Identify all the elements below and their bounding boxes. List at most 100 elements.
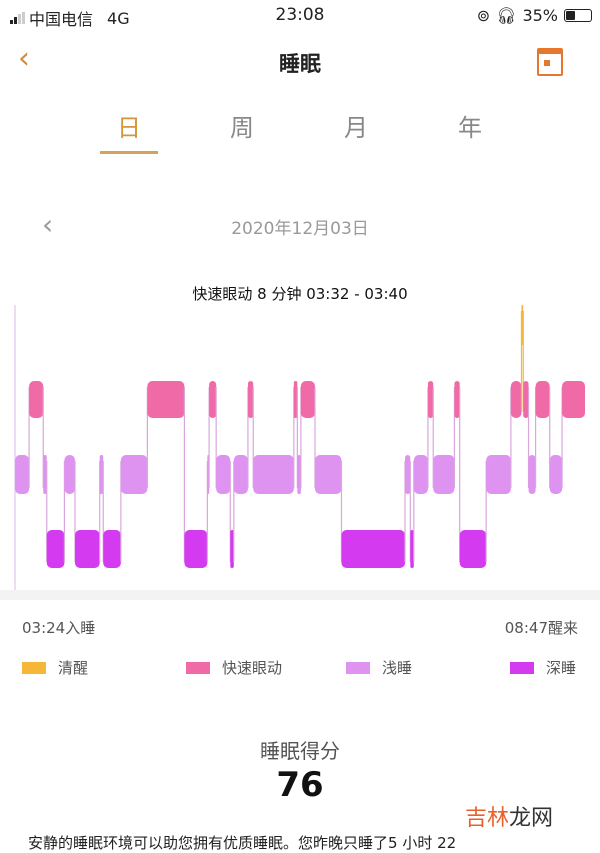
stage-transition (28, 387, 30, 488)
stage-transition (527, 387, 530, 488)
stage-transition (561, 387, 563, 488)
legend-swatch (510, 661, 534, 674)
legend-swatch (346, 661, 370, 674)
segment-light[interactable] (43, 455, 47, 494)
stage-transition (459, 387, 461, 562)
stage-transition (74, 461, 76, 562)
segment-deep[interactable] (184, 530, 208, 568)
segment-rem[interactable] (293, 381, 298, 418)
segment-light[interactable] (315, 455, 342, 494)
watermark-part1: 吉林 (465, 806, 510, 831)
stage-transition (102, 461, 104, 562)
back-button[interactable]: ‹ (18, 41, 30, 76)
segment-rem[interactable] (454, 381, 460, 418)
segment-deep[interactable] (103, 530, 121, 568)
segment-deep[interactable] (341, 530, 405, 568)
watermark: 吉林龙网 (465, 800, 553, 832)
calendar-icon[interactable] (537, 48, 563, 76)
sleep-description: 安静的睡眠环境可以助您拥有优质睡眠。您昨晚只睡了5 小时 22 (28, 834, 457, 852)
date-label: 2020年12月03日 (231, 219, 369, 239)
score-title: 睡眠得分 (260, 739, 340, 763)
stage-transition (549, 387, 551, 488)
tab-month[interactable]: 月 (344, 114, 368, 142)
stage-transition (215, 387, 217, 488)
stage-transition (300, 387, 302, 488)
sleep-stage-chart (0, 305, 600, 600)
segment-light[interactable] (297, 455, 301, 494)
selection-marker (14, 305, 16, 595)
segment-rem[interactable] (510, 381, 522, 418)
segment-rem[interactable] (209, 381, 217, 418)
stage-transition (206, 461, 208, 562)
segment-rem[interactable] (535, 381, 550, 418)
segment-light[interactable] (120, 455, 148, 494)
stage-transition (293, 387, 295, 488)
carrier-info: 中国电信 4G (10, 6, 130, 30)
sleep-chart[interactable] (0, 265, 600, 600)
stage-transition (229, 461, 231, 562)
segment-deep[interactable] (46, 530, 65, 568)
battery-percent: 35% (522, 6, 558, 25)
legend-awake: 清醒 (22, 657, 88, 678)
segment-light[interactable] (549, 455, 563, 494)
segment-light[interactable] (405, 455, 411, 494)
legend-light: 浅睡 (346, 657, 412, 678)
stage-transition (427, 387, 429, 488)
stage-transition (340, 461, 343, 562)
segment-rem[interactable] (427, 381, 434, 418)
segment-light[interactable] (216, 455, 231, 494)
segment-deep[interactable] (230, 530, 234, 568)
segment-rem[interactable] (562, 381, 585, 418)
stage-transition (46, 461, 48, 562)
tab-year[interactable]: 年 (458, 114, 482, 142)
signal-icon (10, 12, 25, 24)
legend-swatch (22, 661, 46, 674)
legend-label: 快速眼动 (222, 659, 283, 677)
segment-light[interactable] (64, 455, 75, 494)
chart-baseline (0, 590, 600, 600)
segment-deep[interactable] (410, 530, 414, 568)
stage-transition (534, 387, 537, 488)
segment-light[interactable] (413, 455, 428, 494)
stage-transition (453, 387, 456, 488)
network-type: 4G (107, 8, 130, 28)
stage-transition (120, 461, 122, 562)
segment-rem[interactable] (29, 381, 44, 418)
stage-transition (314, 387, 316, 488)
segment-light[interactable] (233, 455, 248, 494)
segment-rem[interactable] (247, 381, 254, 418)
segment-deep[interactable] (459, 530, 487, 568)
segment-rem[interactable] (300, 381, 315, 418)
rotation-lock-icon: ⊚ (476, 6, 491, 25)
segment-rem[interactable] (147, 381, 185, 418)
watermark-part2: 龙网 (509, 806, 554, 831)
stage-transition (485, 461, 487, 562)
segment-light[interactable] (486, 455, 511, 494)
segment-light[interactable] (15, 455, 30, 494)
stage-transition (413, 461, 415, 562)
segment-deep[interactable] (75, 530, 100, 568)
tab-week[interactable]: 周 (230, 114, 254, 142)
stage-transition (208, 387, 210, 488)
stage-transition (510, 387, 512, 488)
stage-transition (522, 311, 524, 412)
segment-light[interactable] (528, 455, 536, 494)
stage-transition (42, 387, 44, 488)
active-tab-indicator (100, 151, 158, 154)
segment-rem[interactable] (523, 381, 529, 418)
stage-transition (233, 461, 235, 562)
previous-date-button[interactable]: ‹ (42, 208, 54, 241)
legend-label: 浅睡 (382, 659, 413, 677)
stage-transition (520, 311, 523, 412)
legend-label: 深睡 (546, 659, 577, 677)
sleep-start-label: 03:24入睡 (22, 619, 96, 637)
stage-transition (99, 461, 101, 562)
stage-transition (432, 387, 434, 488)
chart-tooltip: 快速眼动 8 分钟 03:32 - 03:40 (192, 285, 408, 303)
segment-light[interactable] (99, 455, 104, 494)
tab-day[interactable]: 日 (117, 114, 141, 142)
segment-light[interactable] (253, 455, 294, 494)
segment-light[interactable] (433, 455, 455, 494)
stage-transition (247, 387, 249, 488)
legend-label: 清醒 (58, 659, 89, 677)
